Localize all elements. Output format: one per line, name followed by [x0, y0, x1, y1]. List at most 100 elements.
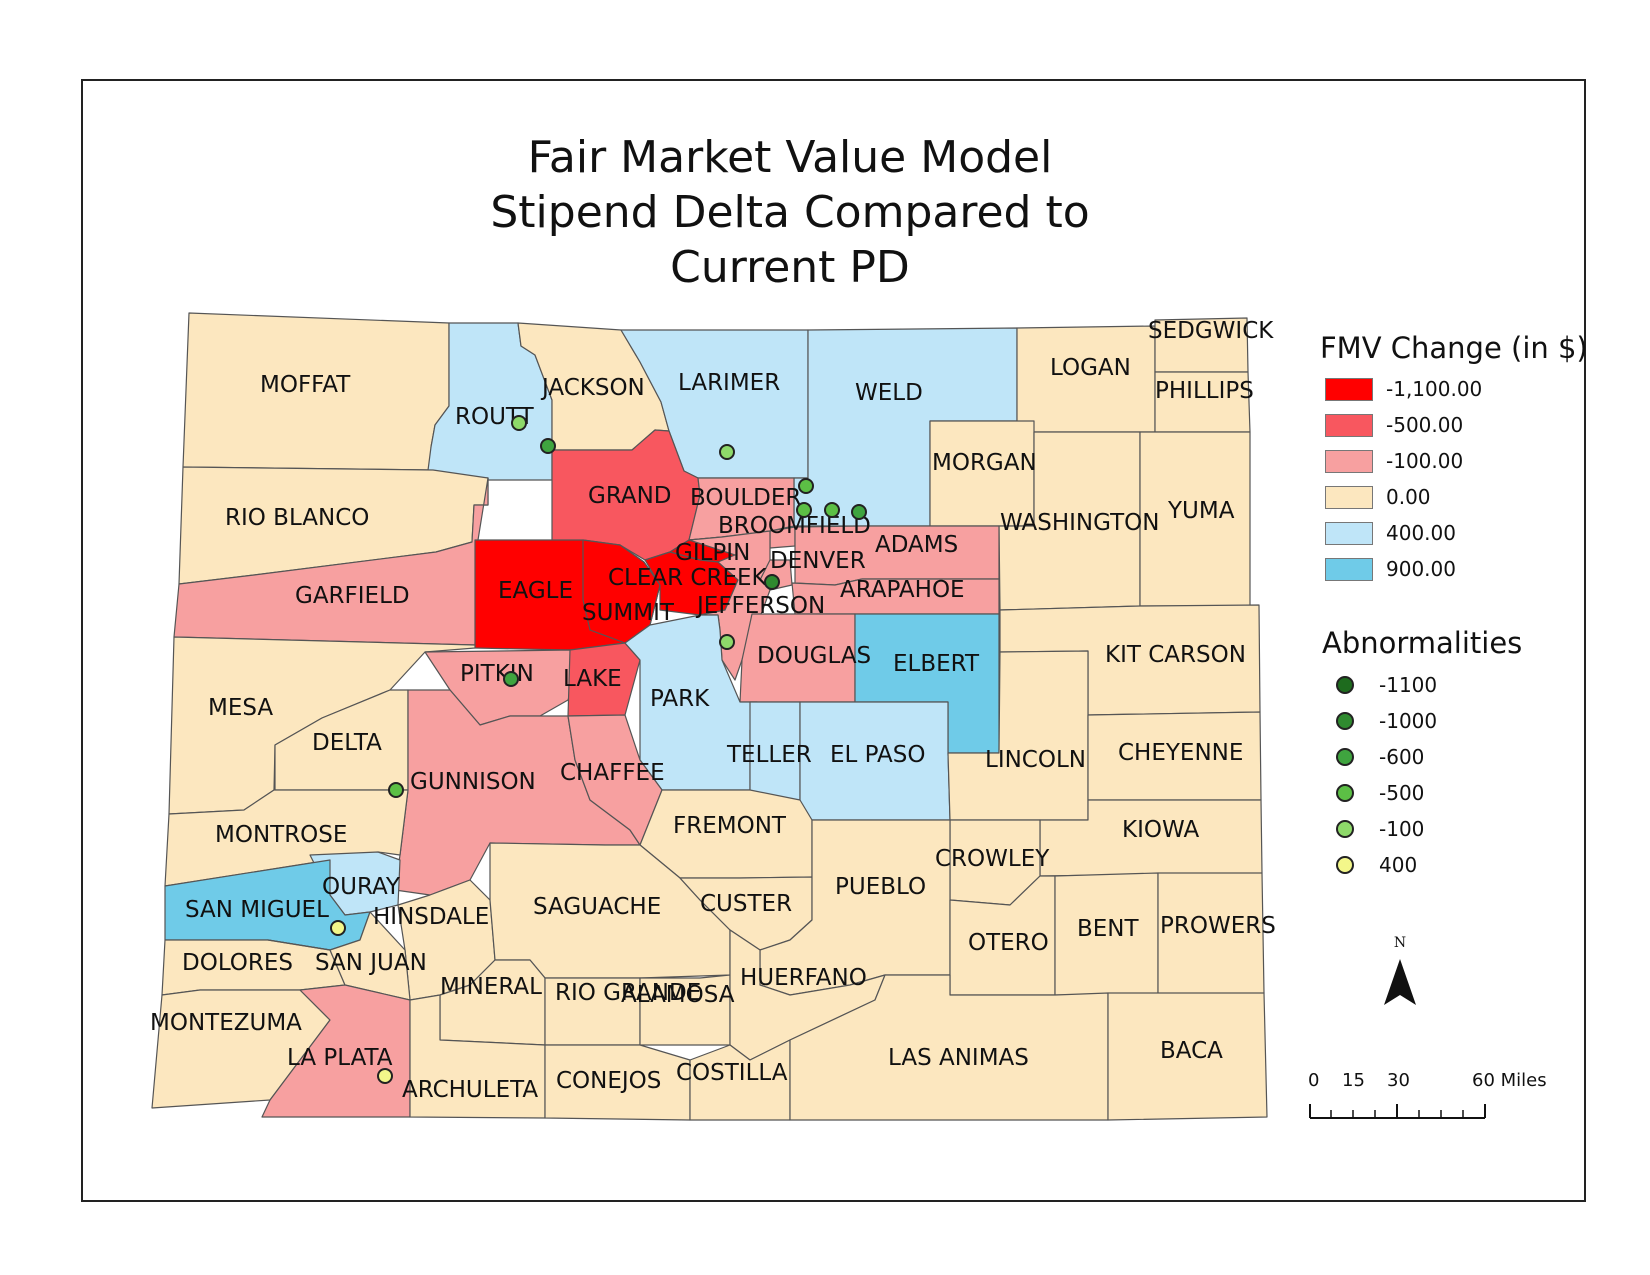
legend-swatch: [1325, 521, 1373, 545]
county-label-jefferson: JEFFERSON: [695, 593, 825, 619]
abnormality-legend-item: -600: [1336, 744, 1424, 770]
legend-label: -500.00: [1386, 413, 1464, 437]
county-label-lincoln: LINCOLN: [985, 747, 1086, 773]
county-label-otero: OTERO: [968, 930, 1049, 956]
scale-tick-60: 60 Miles: [1472, 1070, 1547, 1091]
scale-tick-30: 30: [1387, 1070, 1410, 1091]
county-label-clear-creek: CLEAR CREEK: [608, 565, 768, 591]
county-label-la-plata: LA PLATA: [287, 1045, 393, 1071]
county-label-baca: BACA: [1160, 1038, 1223, 1064]
county-label-saguache: SAGUACHE: [533, 894, 661, 920]
abnormality-label: -1100: [1379, 673, 1438, 697]
county-las-animas: [789, 974, 1109, 1121]
abnormality-dot-icon: [1336, 748, 1354, 766]
county-label-teller: TELLER: [726, 742, 812, 768]
north-arrow-icon: [1384, 959, 1416, 1005]
county-label-san-miguel: SAN MIGUEL: [185, 897, 329, 923]
county-label-rio-blanco: RIO BLANCO: [225, 505, 369, 531]
scale-tick-15: 15: [1342, 1070, 1365, 1091]
abnormalities-title: Abnormalities: [1322, 626, 1523, 660]
county-label-morgan: MORGAN: [932, 450, 1037, 476]
county-label-crowley: CROWLEY: [935, 846, 1050, 872]
legend-item: 0.00: [1325, 484, 1431, 510]
county-label-kiowa: KIOWA: [1122, 817, 1199, 843]
legend-label: -1,100.00: [1386, 377, 1483, 401]
abnormality-point: [764, 574, 780, 590]
legend-item: -100.00: [1325, 448, 1463, 474]
county-label-kit-carson: KIT CARSON: [1105, 642, 1246, 668]
county-label-park: PARK: [650, 686, 710, 712]
county-label-custer: CUSTER: [700, 891, 792, 917]
county-jefferson: [688, 530, 771, 681]
abnormality-point: [824, 502, 840, 518]
abnormality-label: -600: [1379, 745, 1425, 769]
county-label-jackson: JACKSON: [540, 375, 645, 401]
county-label-washington: WASHINGTON: [1000, 510, 1159, 536]
abnormality-label: 400: [1379, 853, 1418, 877]
legend-item: 400.00: [1325, 520, 1456, 546]
abnormality-points: [330, 415, 867, 1084]
county-label-cheyenne: CHEYENNE: [1118, 740, 1243, 766]
abnormality-point: [511, 415, 527, 431]
abnormality-legend-item: -1000: [1336, 708, 1437, 734]
abnormality-point: [377, 1068, 393, 1084]
scale-bar-graphic: [1309, 1104, 1486, 1119]
county-label-sedgwick: SEDGWICK: [1148, 318, 1274, 344]
county-label-dolores: DOLORES: [182, 950, 293, 976]
abnormality-dot-icon: [1336, 712, 1354, 730]
county-label-lake: LAKE: [563, 666, 622, 692]
county-san-juan: [267, 911, 411, 1001]
county-label-costilla: COSTILLA: [676, 1060, 788, 1086]
legend-item: -500.00: [1325, 412, 1463, 438]
abnormality-legend-item: 400: [1336, 852, 1417, 878]
county-label-hinsdale: HINSDALE: [373, 904, 489, 930]
legend-swatch: [1325, 377, 1373, 401]
abnormality-legend-item: -1100: [1336, 672, 1437, 698]
abnormality-point: [503, 671, 519, 687]
county-label-pueblo: PUEBLO: [835, 874, 926, 900]
legend-label: 900.00: [1386, 557, 1456, 581]
title-line-3: Current PD: [670, 242, 910, 293]
county-label-delta: DELTA: [312, 730, 382, 756]
county-label-adams: ADAMS: [875, 532, 958, 558]
abnormality-point: [719, 444, 735, 460]
county-label-fremont: FREMONT: [673, 813, 787, 839]
abnormality-legend-item: -100: [1336, 816, 1424, 842]
county-label-las-animas: LAS ANIMAS: [888, 1045, 1029, 1071]
county-label-el-paso: EL PASO: [830, 742, 926, 768]
title-line-2: Stipend Delta Compared to: [490, 187, 1090, 238]
legend-swatch: [1325, 557, 1373, 581]
county-label-alamosa: ALAMOSA: [621, 982, 735, 1008]
county-label-rio-grande: RIO GRANDE: [555, 980, 701, 1006]
county-label-pitkin: PITKIN: [460, 661, 534, 687]
county-label-montezuma: MONTEZUMA: [150, 1010, 302, 1036]
county-label-elbert: ELBERT: [893, 651, 980, 677]
county-label-summit: SUMMIT: [582, 600, 675, 626]
abnormality-label: -100: [1379, 817, 1425, 841]
county-label-bent: BENT: [1077, 916, 1140, 942]
abnormality-label: -500: [1379, 781, 1425, 805]
county-baca: [1107, 992, 1268, 1121]
abnormality-point: [540, 438, 556, 454]
county-label-weld: WELD: [855, 380, 923, 406]
title-line-1: Fair Market Value Model: [527, 132, 1053, 183]
legend-item: 900.00: [1325, 556, 1456, 582]
county-label-moffat: MOFFAT: [260, 372, 351, 398]
legend-label: 400.00: [1386, 521, 1456, 545]
abnormality-point: [798, 478, 814, 494]
abnormality-point: [719, 634, 735, 650]
north-label: N: [1393, 935, 1407, 951]
county-label-garfield: GARFIELD: [295, 583, 410, 609]
county-label-mesa: MESA: [208, 695, 273, 721]
county-label-gunnison: GUNNISON: [410, 769, 536, 795]
county-label-archuleta: ARCHULETA: [402, 1077, 538, 1103]
abnormality-point: [388, 782, 404, 798]
county-label-broomfield: BROOMFIELD: [718, 513, 871, 539]
abnormality-dot-icon: [1336, 784, 1354, 802]
county-label-ouray: OURAY: [322, 874, 401, 900]
county-label-san-juan: SAN JUAN: [315, 950, 427, 976]
legend-label: 0.00: [1386, 485, 1431, 509]
map-title: Fair Market Value Model Stipend Delta Co…: [390, 130, 1190, 295]
county-label-logan: LOGAN: [1050, 355, 1131, 381]
scale-bar: 0 15 30 60 Miles: [1300, 1070, 1547, 1120]
